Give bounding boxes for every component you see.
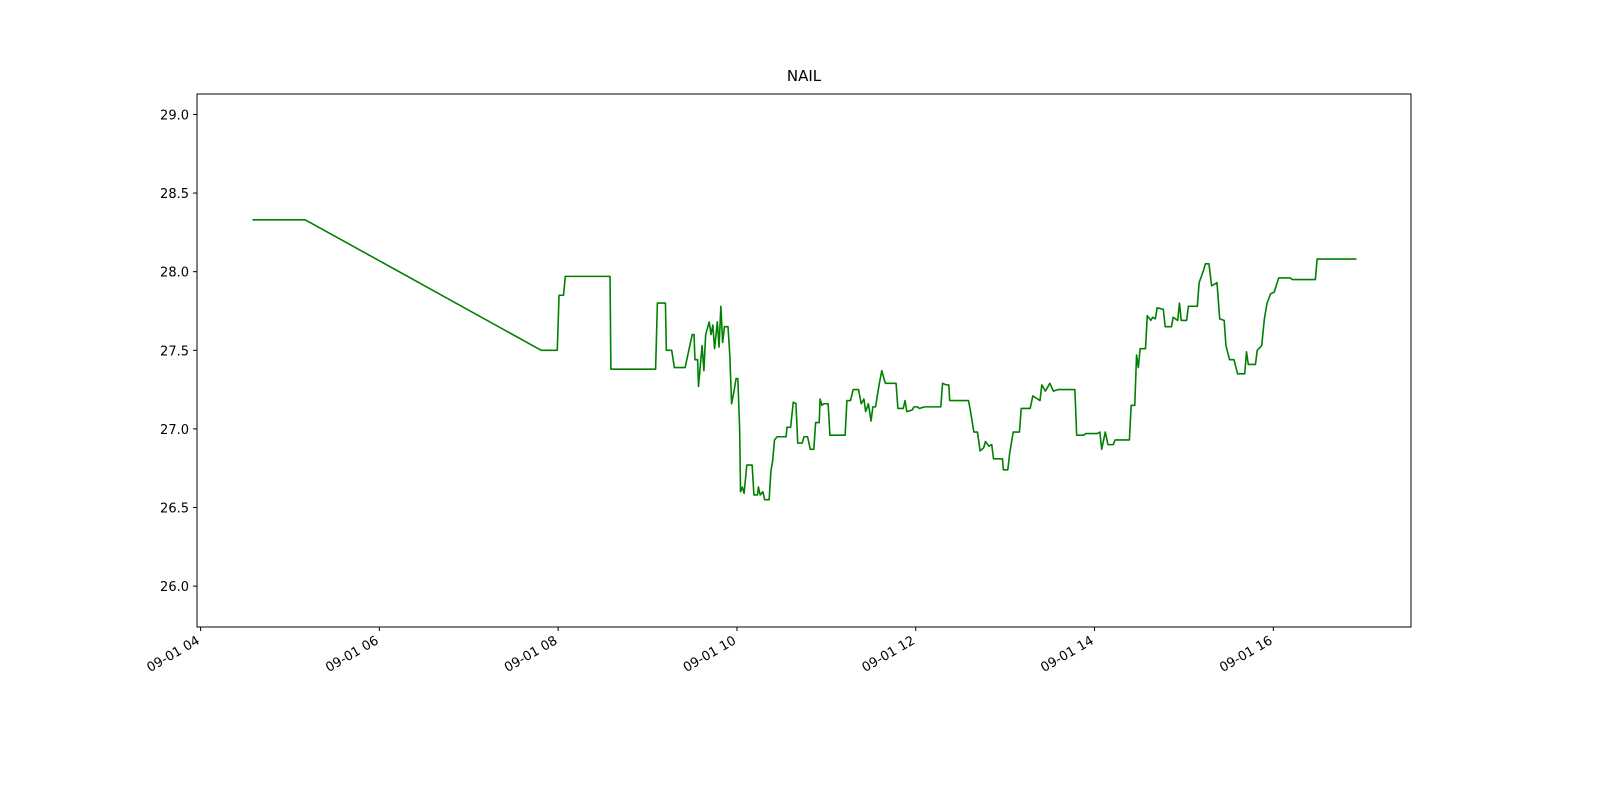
y-tick-label: 27.5 — [160, 344, 189, 359]
chart-title: NAIL — [787, 67, 822, 85]
y-tick-label: 28.5 — [160, 187, 189, 202]
y-tick-label: 28.0 — [160, 266, 189, 281]
y-tick-label: 27.0 — [160, 423, 189, 438]
y-tick-label: 26.0 — [160, 580, 189, 595]
y-tick-label: 26.5 — [160, 502, 189, 517]
y-tick-label: 29.0 — [160, 108, 189, 123]
plot-frame — [196, 93, 1412, 628]
price-line — [252, 218, 1357, 501]
